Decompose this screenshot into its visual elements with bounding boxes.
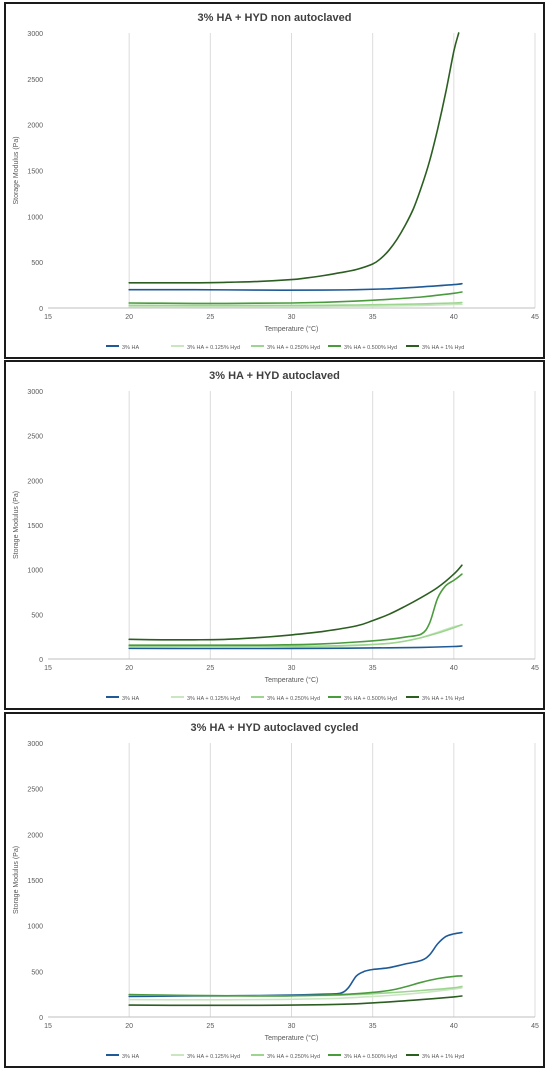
y-tick-label: 0: [39, 306, 43, 313]
x-tick-label: 45: [531, 665, 539, 672]
x-tick-label: 40: [450, 1023, 458, 1030]
y-tick-label: 1000: [27, 924, 43, 931]
legend-label: 3% HA: [122, 345, 139, 351]
y-tick-label: 500: [31, 969, 43, 976]
chart-panel-1: 3% HA + HYD non autoclaved 0 500 1000 1500 2…: [4, 2, 545, 359]
x-tick-label: 35: [369, 665, 377, 672]
chart-title: 3% HA + HYD non autoclaved: [197, 12, 352, 24]
chart-panel-3: 3% HA + HYD autoclaved cycled 0 500 1000 15…: [4, 712, 545, 1068]
x-tick-label: 30: [288, 1023, 296, 1030]
x-tick-label: 30: [288, 314, 296, 321]
series-line: [128, 623, 463, 648]
x-tick-label: 30: [288, 665, 296, 672]
x-tick-label: 40: [450, 314, 458, 321]
legend-label: 3% HA + 0.250% Hyd: [267, 1054, 320, 1060]
legend-label: 3% HA + 0.250% Hyd: [267, 345, 320, 351]
y-tick-label: 1500: [27, 169, 43, 176]
y-tick-label: 3000: [27, 741, 43, 748]
legend-label: 3% HA: [122, 696, 139, 702]
chart-plot: 0 500 1000 1500 2000 2500 3000 15 20 25 30 35 40 45 Te…: [13, 31, 539, 351]
y-tick-label: 2500: [27, 434, 43, 441]
series-line: [128, 282, 463, 291]
series-line: [128, 931, 463, 998]
y-axis-label: Storage Modulus (Pa): [13, 491, 20, 559]
legend-label: 3% HA + 0.500% Hyd: [344, 345, 397, 351]
series-line: [128, 975, 463, 997]
x-tick-label: 20: [125, 1023, 133, 1030]
chart-plot: 0 500 1000 1500 2000 2500 3000 15 20 25 30 35 40 45 Te…: [13, 389, 539, 702]
x-axis-label: Temperature (°C): [265, 1034, 319, 1042]
x-axis-label: Temperature (°C): [265, 676, 319, 684]
legend-label: 3% HA + 0.125% Hyd: [187, 345, 240, 351]
x-tick-label: 20: [125, 665, 133, 672]
series-line: [128, 303, 463, 308]
y-tick-label: 500: [31, 260, 43, 267]
chart-panel-2: 3% HA + HYD autoclaved 0 500 1000 1500 2000 2…: [4, 360, 545, 710]
y-tick-label: 1000: [27, 568, 43, 575]
x-tick-label: 15: [44, 1023, 52, 1030]
y-axis-label: Storage Modulus (Pa): [13, 136, 20, 204]
x-tick-label: 45: [531, 1023, 539, 1030]
legend-label: 3% HA + 0.125% Hyd: [187, 696, 240, 702]
x-tick-label: 45: [531, 314, 539, 321]
x-tick-label: 15: [44, 314, 52, 321]
series-line: [128, 987, 463, 1001]
y-tick-label: 2000: [27, 832, 43, 839]
series-line: [128, 645, 463, 650]
y-tick-label: 1000: [27, 214, 43, 221]
series-line: [128, 564, 463, 641]
legend-label: 3% HA: [122, 1054, 139, 1060]
legend-label: 3% HA + 0.250% Hyd: [267, 696, 320, 702]
y-tick-label: 3000: [27, 389, 43, 396]
y-axis-label: Storage Modulus (Pa): [13, 846, 20, 914]
legend-label: 3% HA + 0.125% Hyd: [187, 1054, 240, 1060]
y-tick-label: 0: [39, 1015, 43, 1022]
x-tick-label: 35: [369, 1023, 377, 1030]
y-tick-label: 1500: [27, 523, 43, 530]
y-tick-label: 0: [39, 657, 43, 664]
x-tick-label: 35: [369, 314, 377, 321]
y-tick-label: 500: [31, 612, 43, 619]
legend-label: 3% HA + 0.500% Hyd: [344, 1054, 397, 1060]
chart-plot: 0 500 1000 1500 2000 2500 3000 15 20 25 30 35 40 45 Te…: [13, 741, 539, 1060]
series-line: [128, 301, 463, 307]
x-axis-label: Temperature (°C): [265, 325, 319, 333]
x-tick-label: 25: [206, 665, 214, 672]
legend-label: 3% HA + 1% Hyd: [422, 1054, 464, 1060]
series-line: [128, 291, 463, 305]
y-tick-label: 3000: [27, 31, 43, 38]
legend-label: 3% HA + 0.500% Hyd: [344, 696, 397, 702]
series-line: [128, 573, 463, 646]
series-line: [128, 995, 463, 1007]
series-line: [128, 32, 460, 284]
x-tick-label: 25: [206, 1023, 214, 1030]
y-tick-label: 2500: [27, 787, 43, 794]
legend-label: 3% HA + 1% Hyd: [422, 696, 464, 702]
legend-label: 3% HA + 1% Hyd: [422, 345, 464, 351]
x-tick-label: 15: [44, 665, 52, 672]
chart-title: 3% HA + HYD autoclaved: [209, 370, 340, 382]
x-tick-label: 40: [450, 665, 458, 672]
chart-title: 3% HA + HYD autoclaved cycled: [190, 722, 359, 734]
x-tick-label: 25: [206, 314, 214, 321]
y-tick-label: 2000: [27, 478, 43, 485]
y-tick-label: 1500: [27, 878, 43, 885]
y-tick-label: 2000: [27, 123, 43, 130]
x-tick-label: 20: [125, 314, 133, 321]
y-tick-label: 2500: [27, 77, 43, 84]
